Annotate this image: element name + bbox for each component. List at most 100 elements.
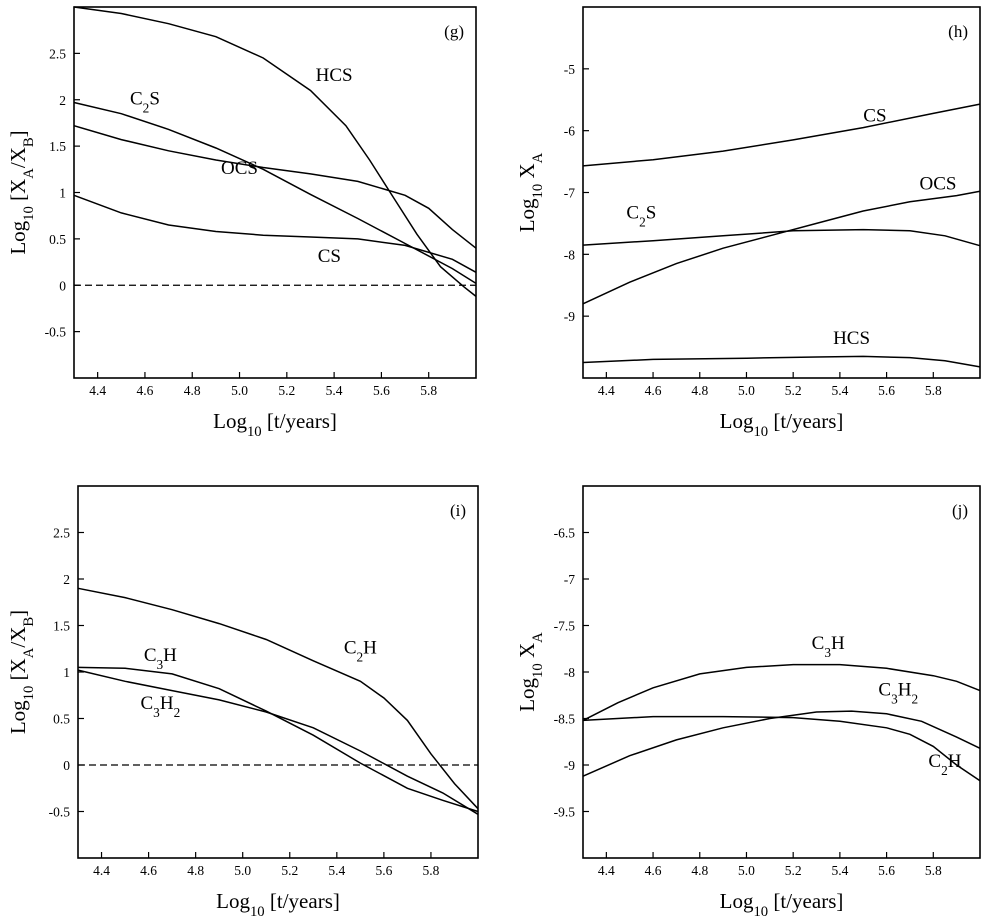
series-line-hcs [73,6,477,297]
x-tick-label: 5.6 [878,383,895,398]
subscript: B [21,617,37,627]
text-run: Log [216,889,250,913]
series-label: C3H2 [878,679,918,706]
y-tick-label: 1.5 [53,619,70,634]
text-run: Log [6,220,30,254]
y-tick-label: -8.5 [554,712,576,727]
x-tick-label: 4.8 [184,383,201,398]
text-run: H [898,679,912,700]
y-tick-label: 2 [59,93,66,108]
x-tick-label: 5.4 [831,863,848,878]
x-tick-label: 5.8 [925,863,942,878]
y-tick-label: 0 [59,278,66,293]
text-run: C [626,202,639,223]
subscript: 3 [891,691,898,706]
x-tick-label: 4.4 [598,383,615,398]
text-run: H [948,751,962,772]
text-run: ] [6,130,30,137]
text-run: [t/years] [768,889,843,913]
y-tick-label: -0.5 [45,325,67,340]
series-line-cs [582,103,981,167]
series-label: C3H [144,645,177,672]
subscript: 2 [143,100,150,115]
panel-label: (h) [948,22,968,41]
subscript: 10 [530,184,546,199]
panel-label: (i) [450,501,466,520]
y-tick-label: -7 [564,186,575,201]
subscript: 2 [639,214,646,229]
y-axis-label: Log10 XA [515,152,546,232]
x-tick-label: 4.4 [89,383,106,398]
series-label: OCS [919,173,956,194]
subscript: 2 [174,705,181,720]
text-run: [t/years] [768,409,843,433]
series-label: C2S [626,202,656,229]
text-run: HCS [833,328,870,349]
text-run: X [515,643,539,663]
y-tick-label: 0.5 [53,712,70,727]
text-run: H [363,637,377,658]
x-tick-label: 5.2 [281,863,298,878]
y-tick-label: 2 [63,572,70,587]
x-tick-label: 5.6 [878,863,895,878]
text-run: CS [318,246,341,267]
x-tick-label: 4.6 [140,863,157,878]
x-tick-label: 5.0 [738,863,755,878]
subscript: 10 [530,663,546,678]
text-run: /X [6,147,30,168]
x-tick-label: 5.2 [785,863,802,878]
plot-frame [77,485,479,859]
series-line-cs [73,194,477,273]
y-tick-label: -8 [564,665,575,680]
text-run: C [928,751,941,772]
subscript: 10 [247,424,262,440]
x-tick-label: 4.8 [691,383,708,398]
y-axis-label: Log10 XA [515,632,546,712]
text-run: H [163,645,177,666]
subscript: 2 [357,649,364,664]
series-line-ocs [73,124,477,249]
x-tick-label: 5.8 [925,383,942,398]
series-line-hcs [582,355,981,368]
subscript: 3 [153,705,160,720]
series-line-c2s [73,101,477,285]
x-tick-label: 5.2 [278,383,295,398]
series-label: OCS [221,158,258,179]
series-line-c3h2 [582,710,981,777]
text-run: H [831,633,845,654]
y-tick-label: -6.5 [554,526,576,541]
chart-panel-j: 4.4 4.6 4.8 5.0 5.2 5.4 5.6 5.8 -9.5 -9 -8.5 -8 -7.5… [515,485,981,920]
x-tick-label: 5.6 [373,383,390,398]
y-tick-label: -9.5 [554,805,576,820]
text-run: C [878,679,891,700]
subscript: B [21,137,37,147]
x-tick-label: 5.8 [420,383,437,398]
y-tick-label: -9 [564,309,575,324]
text-run: C [344,637,357,658]
x-axis-label: Log10 [t/years] [216,889,340,920]
chart-panel-h: 4.4 4.6 4.8 5.0 5.2 5.4 5.6 5.8 -9 -8 -7 -6 -5 CS OCS C… [515,6,981,440]
series-line-c2s [582,228,981,247]
text-run: HCS [316,65,353,86]
text-run: Log [720,889,754,913]
subscript: 10 [21,206,37,221]
chart-panel-i: 4.4 4.6 4.8 5.0 5.2 5.4 5.6 5.8 -0.5 0 0.5 1 1.5 2 2.5… [6,485,479,920]
x-tick-label: 5.4 [831,383,848,398]
series-line-c3h [582,663,981,722]
series-label: C2S [130,88,160,115]
x-tick-label: 5.0 [231,383,248,398]
text-run: X [515,163,539,183]
text-run: C [144,645,157,666]
x-tick-label: 4.6 [137,383,154,398]
panel-label: (j) [952,501,968,520]
y-tick-label: -7 [564,572,575,587]
y-tick-label: -8 [564,247,575,262]
text-run: Log [515,198,539,232]
x-tick-label: 4.6 [645,863,662,878]
text-run: OCS [919,173,956,194]
subscript: 2 [911,691,918,706]
x-axis-label: Log10 [t/years] [213,409,337,440]
text-run: C [812,633,825,654]
y-tick-label: -5 [564,62,575,77]
